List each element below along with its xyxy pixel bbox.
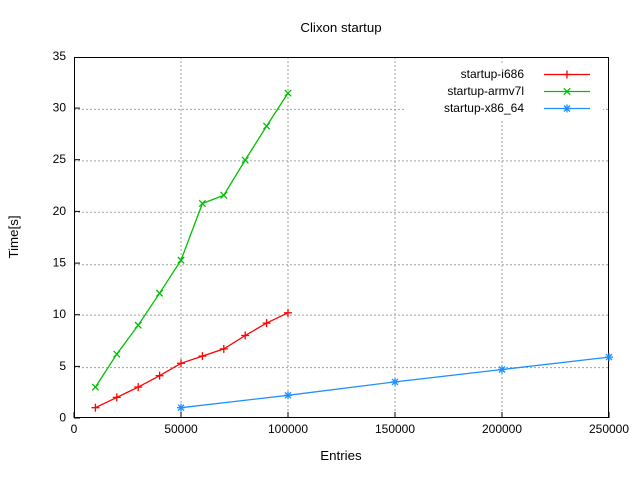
svg-text:150000: 150000: [375, 422, 415, 436]
svg-text:250000: 250000: [589, 422, 629, 436]
svg-text:35: 35: [53, 49, 67, 63]
svg-text:startup-x86_64: startup-x86_64: [444, 101, 524, 115]
svg-text:Clixon startup: Clixon startup: [300, 20, 381, 35]
svg-text:15: 15: [53, 256, 67, 270]
svg-text:200000: 200000: [482, 422, 522, 436]
svg-text:Time[s]: Time[s]: [6, 215, 21, 258]
svg-text:0: 0: [59, 411, 66, 425]
svg-text:startup-i686: startup-i686: [461, 67, 525, 81]
svg-text:100000: 100000: [268, 422, 308, 436]
svg-text:10: 10: [53, 307, 67, 321]
svg-text:startup-armv7l: startup-armv7l: [447, 84, 524, 98]
svg-text:50000: 50000: [164, 422, 198, 436]
svg-text:20: 20: [53, 204, 67, 218]
svg-text:0: 0: [71, 422, 78, 436]
svg-text:25: 25: [53, 152, 67, 166]
svg-text:30: 30: [53, 101, 67, 115]
svg-text:5: 5: [59, 359, 66, 373]
svg-text:Entries: Entries: [320, 448, 362, 463]
